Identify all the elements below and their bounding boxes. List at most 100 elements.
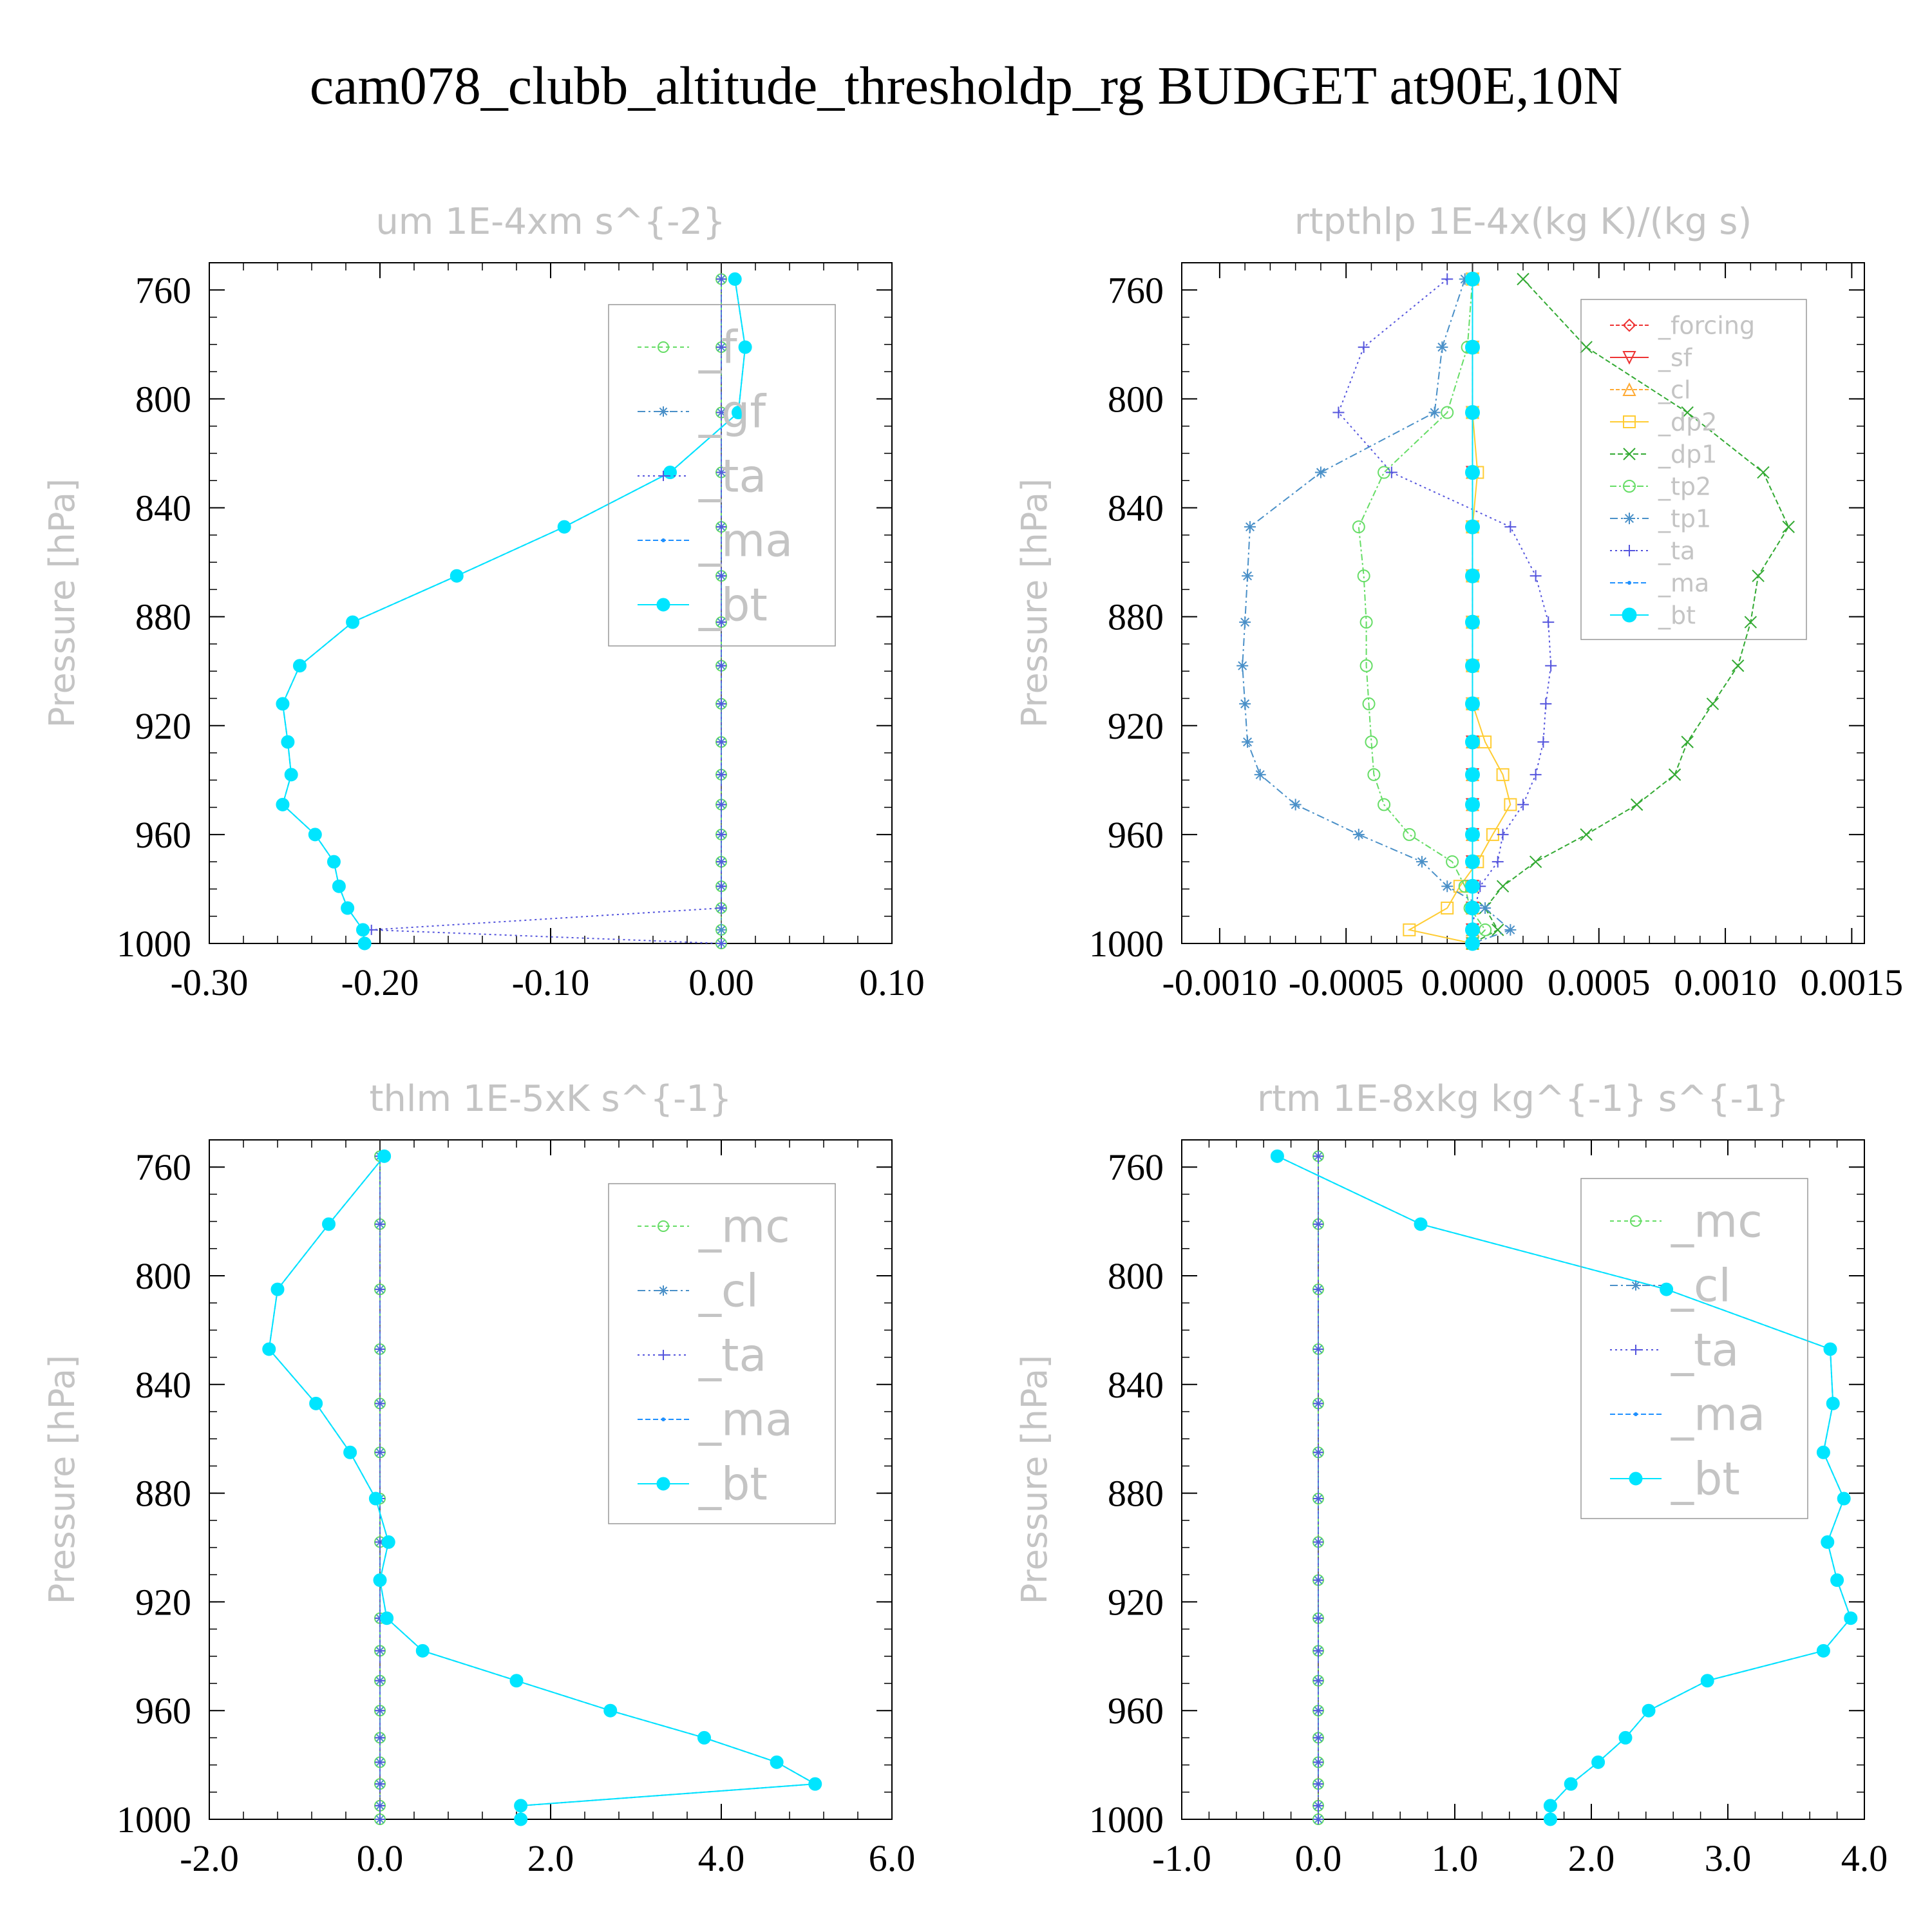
x-tick-label: 2.0 — [1568, 1837, 1615, 1879]
marker-filled-circle — [770, 1755, 784, 1769]
marker-filled-circle — [1826, 1396, 1840, 1410]
marker-plus — [716, 769, 726, 780]
y-tick-label: 1000 — [117, 923, 191, 965]
y-tick-label: 1000 — [117, 1799, 191, 1841]
y-tick-label: 760 — [135, 1146, 191, 1188]
marker-x — [1623, 448, 1636, 460]
marker-plus — [716, 571, 726, 582]
marker-plus — [1624, 545, 1635, 556]
marker-circle — [1359, 616, 1373, 629]
marker-circle — [1367, 768, 1381, 781]
legend-label: _ta — [1658, 536, 1695, 565]
series-bt — [276, 272, 752, 951]
marker-filled-circle — [356, 923, 370, 937]
marker-filled-circle — [270, 1282, 285, 1296]
y-axis-label: Pressure [hPa] — [42, 1355, 82, 1604]
marker-circle — [1441, 406, 1454, 419]
marker-plus — [375, 1814, 385, 1824]
marker-filled-circle — [1464, 271, 1480, 287]
marker-plus — [1313, 1705, 1323, 1716]
marker-x — [1529, 855, 1542, 868]
legend-label: _gf — [698, 386, 766, 439]
legend-label: _tp1 — [1658, 504, 1711, 533]
marker-filled-circle — [281, 735, 295, 749]
marker-circle — [658, 341, 669, 353]
marker-plus — [1332, 406, 1345, 419]
marker-plus — [716, 938, 726, 949]
legend-label: _ta — [698, 450, 766, 503]
y-tick-label: 800 — [1108, 378, 1164, 420]
y-tick-label: 760 — [1108, 269, 1164, 311]
y-tick-label: 760 — [135, 269, 191, 311]
marker-filled-circle — [1830, 1573, 1844, 1587]
marker-circle — [1403, 828, 1416, 841]
marker-plus — [658, 471, 668, 481]
marker-plus — [375, 1757, 385, 1768]
marker-filled-circle — [1816, 1445, 1830, 1459]
chart-panel-2: rtpthlp 1E-4x(kg K)/(kg s) Pressure [hPa]… — [1014, 201, 1903, 1003]
chart-title: rtm 1E-8xkg kg^{-1} s^{-1} — [1257, 1078, 1789, 1120]
marker-filled-circle — [1816, 1643, 1830, 1658]
chart-title: rtpthlp 1E-4x(kg K)/(kg s) — [1294, 201, 1752, 243]
y-tick-label: 840 — [1108, 1364, 1164, 1406]
marker-filled-circle — [1464, 405, 1480, 421]
plot-frame — [1181, 1139, 1865, 1820]
marker-filled-circle — [341, 901, 355, 915]
marker-filled-circle — [1464, 658, 1480, 674]
y-tick-label: 960 — [1108, 814, 1164, 856]
legend-label: _ta — [698, 1329, 766, 1382]
marker-circle — [1378, 798, 1391, 811]
marker-plus — [375, 1675, 385, 1686]
marker-filled-circle — [1700, 1674, 1714, 1688]
marker-plus — [1313, 1398, 1323, 1409]
series-line — [371, 279, 722, 944]
marker-star — [1314, 466, 1327, 478]
marker-filled-circle — [322, 1217, 336, 1231]
y-tick-label: 880 — [1108, 1473, 1164, 1515]
x-tick-label: 0.0010 — [1674, 961, 1777, 1003]
marker-filled-circle — [1464, 854, 1480, 869]
marker-filled-circle — [1837, 1492, 1851, 1506]
y-axis-label: Pressure [hPa] — [1014, 1355, 1055, 1604]
marker-plus — [375, 1343, 385, 1354]
marker-filled-circle — [656, 1477, 670, 1491]
marker-plus — [1313, 1779, 1323, 1790]
series-line — [281, 279, 746, 944]
marker-square — [1623, 415, 1636, 428]
marker-filled-circle — [1464, 465, 1480, 480]
marker-filled-circle — [1464, 339, 1480, 355]
marker-plus — [1313, 1537, 1323, 1548]
marker-plus — [716, 274, 726, 285]
marker-filled-circle — [1464, 878, 1480, 894]
marker-filled-circle — [738, 340, 752, 354]
series-ma — [280, 277, 748, 945]
marker-filled-circle — [1543, 1812, 1557, 1826]
marker-plus — [375, 1284, 385, 1295]
marker-plus — [658, 1350, 668, 1360]
marker-x — [1668, 768, 1681, 781]
legend-box — [608, 1183, 836, 1524]
marker-plus — [716, 342, 726, 353]
y-axis-label: Pressure [hPa] — [1014, 478, 1055, 728]
series-dp2 — [1403, 272, 1517, 950]
x-tick-label: 0.0 — [1295, 1837, 1342, 1879]
y-tick-label: 920 — [1108, 705, 1164, 747]
marker-star — [1479, 902, 1492, 914]
marker-triangle-down — [1622, 351, 1636, 365]
legend-label: _ma — [1671, 1388, 1765, 1441]
marker-plus — [375, 1779, 385, 1790]
plot-frame — [1181, 262, 1865, 944]
y-tick-label: 920 — [135, 705, 191, 747]
marker-plus — [1537, 736, 1549, 748]
x-tick-label: 0.0000 — [1421, 961, 1524, 1003]
x-tick-label: -2.0 — [180, 1837, 239, 1879]
marker-circle — [1352, 520, 1365, 534]
series-tp2 — [1352, 272, 1492, 950]
marker-plus — [1492, 856, 1504, 868]
marker-filled-circle — [357, 936, 372, 951]
marker-star — [1352, 828, 1365, 840]
series-line — [1358, 279, 1486, 944]
marker-x — [1630, 798, 1643, 811]
legend: _mc _cl _ta _ma _bt — [608, 1183, 836, 1524]
marker-filled-circle — [373, 1573, 387, 1587]
